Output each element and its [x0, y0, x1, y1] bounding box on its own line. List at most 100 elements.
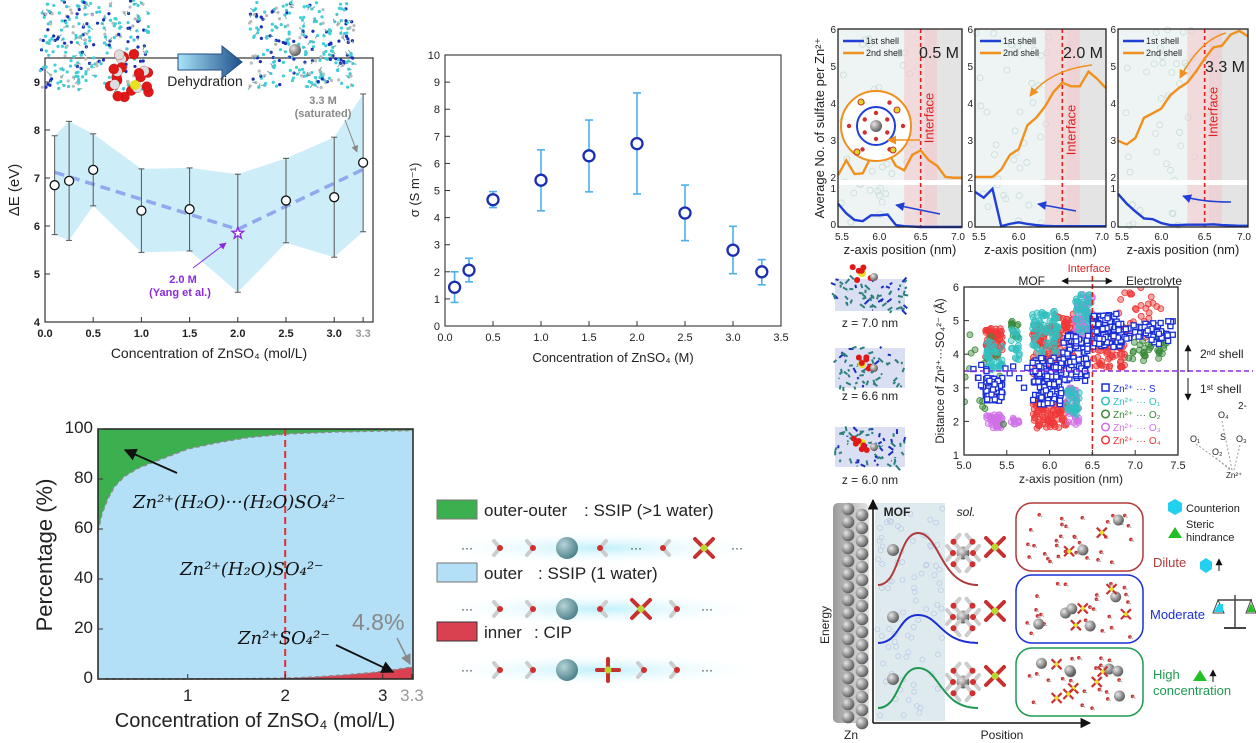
- y-tick-label: 3: [953, 383, 959, 395]
- y-tick-label: 9: [34, 77, 40, 89]
- mof-texture: [868, 167, 876, 175]
- mof-linker: [867, 351, 874, 355]
- mof-texture: [1126, 168, 1134, 176]
- water-oxygen: [885, 130, 890, 135]
- scatter-x-axis-title: z-axis position (nm): [1019, 472, 1123, 486]
- point-zn-o4: [1046, 423, 1054, 431]
- first-shell-ring: [856, 106, 896, 146]
- mof-texture: [918, 570, 925, 577]
- zinc-ion: [887, 544, 899, 556]
- point-zn-o2: [979, 403, 986, 410]
- mof-linker: [870, 294, 875, 300]
- sulfate-ion: [889, 146, 897, 154]
- mof-atom-bond: [249, 7, 255, 11]
- mof-texture: [938, 605, 945, 612]
- point-zn-s: [1056, 397, 1064, 404]
- mof-atom: [67, 17, 71, 21]
- mof-atom-bond: [62, 0, 65, 3]
- mof-atom: [60, 44, 65, 48]
- ellipsis: ···: [701, 602, 713, 616]
- sulfate-o4: O₄: [1218, 410, 1229, 420]
- point-zn-o1: [1073, 303, 1081, 311]
- mof-atom-bond: [309, 83, 314, 88]
- point-zn-s: [1115, 320, 1122, 328]
- point-zn-o4: [1033, 409, 1041, 417]
- mof-atom: [89, 1, 93, 6]
- zn-atom: [855, 547, 869, 561]
- mof-texture: [888, 170, 896, 177]
- mof-atom: [274, 84, 279, 88]
- mof-texture: [1016, 108, 1024, 116]
- legend-label: 1st shell: [1003, 36, 1036, 46]
- zn-atom: [841, 515, 855, 529]
- y-tick-label: 1: [830, 184, 836, 195]
- mof-atom-bond: [142, 50, 146, 55]
- second-shell-line: [975, 69, 1107, 179]
- water-h: [1027, 543, 1032, 547]
- mof-atom: [69, 40, 73, 44]
- sulfur-atom: [130, 80, 140, 90]
- point-zn-s: [1122, 326, 1129, 333]
- water-h: [1056, 545, 1060, 548]
- mof-atom-bond: [345, 51, 348, 56]
- point-zn-o1: [1008, 344, 1016, 352]
- zn-atom: [855, 690, 869, 704]
- interface-label: Interface: [1206, 87, 1221, 138]
- sulfate-o1: O₁: [1190, 434, 1200, 444]
- snapshot-caption-7nm: z = 7.0 nm: [842, 316, 898, 330]
- point-zn-s: [983, 387, 990, 394]
- mof-texture: [900, 676, 906, 683]
- point-zn-o2: [1008, 320, 1016, 328]
- mof-texture: [1002, 195, 1010, 203]
- ellipsis: ···: [461, 663, 473, 677]
- mof-atom-bond: [60, 38, 64, 41]
- mof-atom: [327, 31, 331, 35]
- mof-linker: [832, 359, 838, 364]
- zinc-ion: [870, 120, 882, 132]
- y-tick-label: 7: [434, 131, 440, 143]
- water-molecule-oxygen: [497, 667, 503, 673]
- mof-atom-bond: [83, 7, 86, 10]
- mof-atom: [329, 42, 333, 46]
- oxygen-atom: [860, 442, 867, 449]
- mof-texture: [876, 537, 883, 544]
- y-tick-label: 3: [1110, 136, 1116, 147]
- mof-atom-bond: [41, 9, 44, 14]
- interface-label: Interface: [1063, 105, 1078, 156]
- mof-atom-bond: [139, 0, 143, 4]
- mof-atom: [265, 13, 269, 18]
- point-zn-s: [984, 396, 991, 403]
- point-zn-o4: [1117, 357, 1125, 365]
- mof-atom: [46, 2, 50, 6]
- oxygen-atom: [850, 435, 857, 442]
- mof-texture: [879, 561, 886, 567]
- mof-atom: [288, 68, 292, 73]
- mof-atom: [349, 53, 353, 57]
- mof-texture: [903, 654, 910, 661]
- mof-atom: [270, 10, 274, 14]
- water-h: [1058, 556, 1062, 559]
- mof-atom-bond: [286, 37, 291, 41]
- mof-atom: [331, 49, 335, 53]
- scale-counterion: [1214, 604, 1223, 612]
- y-tick-label: 2: [967, 173, 973, 184]
- mof-linker: [861, 384, 865, 388]
- solvation-water-oxygen: [950, 538, 957, 545]
- mof-texture: [904, 632, 911, 639]
- snapshot-images: [830, 264, 909, 471]
- mof-atom: [81, 75, 85, 79]
- point-zn-o4: [1145, 314, 1153, 322]
- mof-texture: [899, 576, 906, 583]
- water-h: [1030, 529, 1034, 533]
- mof-atom: [48, 38, 52, 43]
- sulfate-ion-sulfur: [604, 666, 612, 674]
- point-zn-o4: [1064, 316, 1072, 323]
- mof-atom-bond: [286, 3, 289, 6]
- solvation-water-oxygen: [950, 550, 956, 556]
- point-zn-o1: [1075, 404, 1083, 412]
- y-tick-label: 3: [967, 136, 973, 147]
- x-tick-label: 6.5: [1198, 232, 1212, 243]
- panel-a-energy-chart: 4 5 6 7 8 9 0.0 0.5 1.0 1.5 2.0 2.5 3.0 3.3: [34, 0, 374, 340]
- point-zn-o1: [991, 364, 999, 372]
- mof-atom-bond: [258, 83, 261, 88]
